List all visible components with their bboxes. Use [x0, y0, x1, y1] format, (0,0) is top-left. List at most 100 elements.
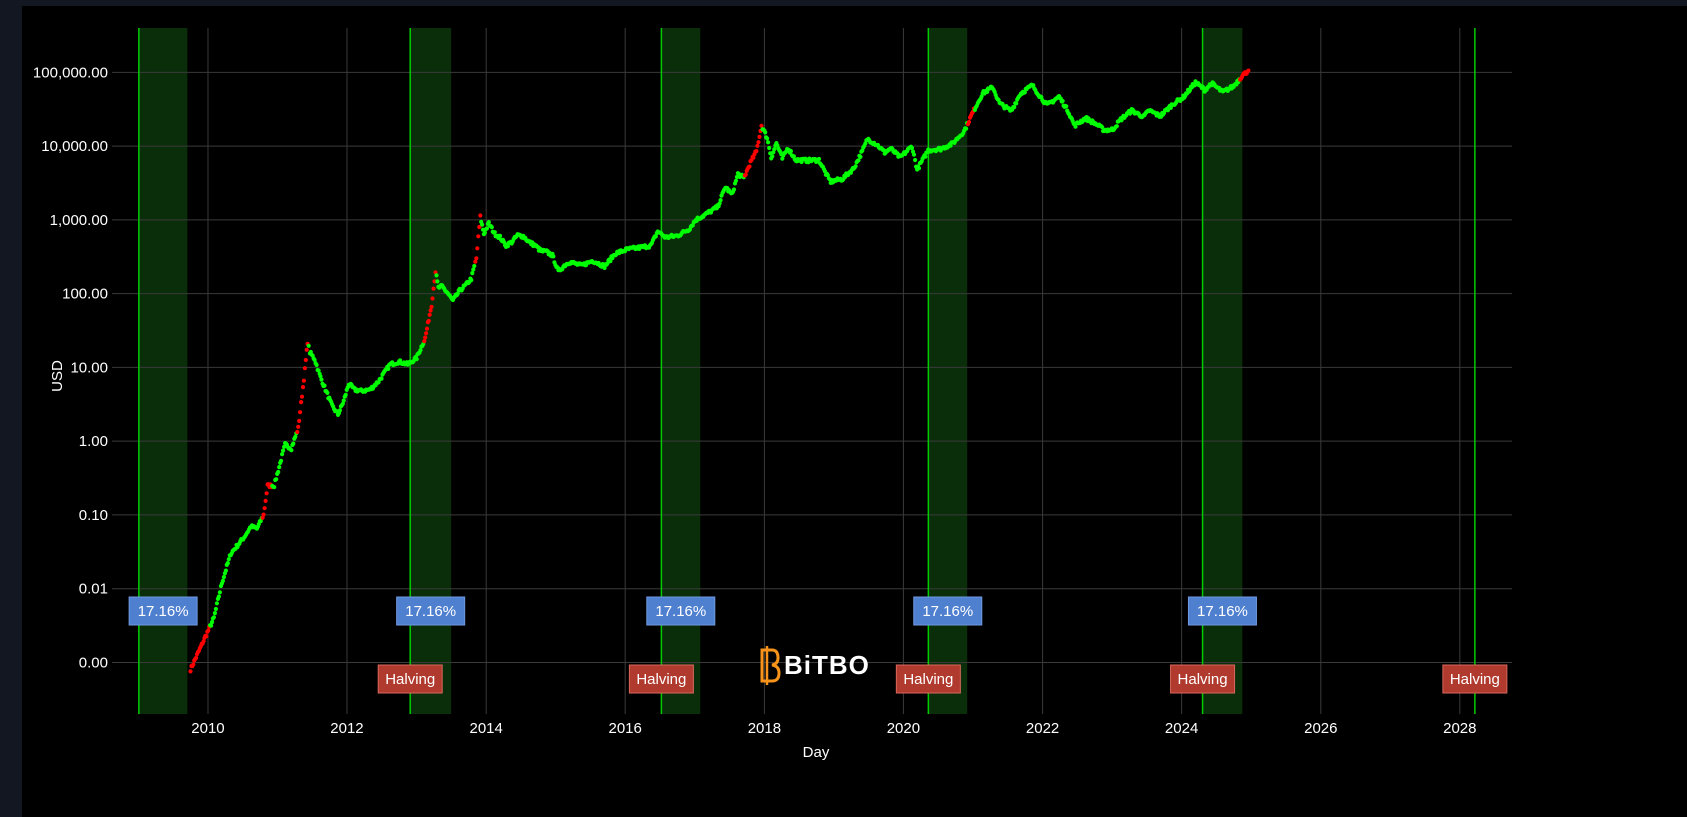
price-point	[909, 145, 915, 151]
price-point	[858, 154, 863, 159]
price-point	[428, 308, 433, 313]
price-point	[948, 143, 953, 148]
price-point	[304, 347, 309, 352]
price-point	[913, 157, 918, 163]
price-point	[213, 606, 218, 612]
price-point	[751, 155, 756, 160]
price-point	[1014, 101, 1019, 106]
price-point	[314, 362, 319, 368]
halving-label: Halving	[1170, 664, 1236, 694]
price-point	[482, 230, 487, 235]
price-point	[318, 374, 323, 379]
price-point	[484, 226, 489, 231]
price-point	[289, 448, 294, 453]
price-point	[480, 222, 485, 227]
price-point	[424, 331, 429, 336]
y-tick-label: 0.10	[79, 507, 108, 524]
price-point	[274, 477, 279, 482]
price-point	[303, 357, 308, 363]
y-axis-title: USD	[49, 360, 66, 392]
price-point	[297, 418, 302, 423]
y-tick-label: 10.00	[70, 359, 108, 376]
price-point	[211, 615, 216, 620]
price-point	[985, 89, 990, 94]
price-point	[212, 611, 217, 616]
price-point	[780, 156, 785, 161]
price-point	[747, 164, 752, 169]
percent-label-box	[913, 596, 983, 626]
price-point	[1060, 98, 1065, 104]
price-point	[217, 590, 222, 595]
x-axis-title: Day	[803, 744, 830, 761]
price-point	[340, 401, 345, 406]
price-point	[221, 575, 226, 580]
price-point	[473, 259, 478, 264]
price-point	[299, 394, 305, 399]
price-point	[1100, 125, 1105, 130]
price-point	[816, 156, 822, 162]
x-tick-label: 2026	[1304, 720, 1337, 737]
price-point	[964, 126, 969, 131]
price-point	[260, 515, 265, 520]
price-point	[379, 376, 384, 381]
price-point	[1246, 68, 1251, 73]
halving-label-text: Halving	[636, 671, 686, 688]
bitbo-logo-icon	[760, 646, 781, 685]
price-point	[734, 174, 740, 180]
price-point	[743, 172, 748, 177]
price-point	[757, 134, 762, 139]
price-point	[418, 348, 423, 353]
price-point	[763, 130, 768, 135]
price-point	[427, 312, 432, 317]
x-tick-label: 2022	[1026, 720, 1059, 737]
price-point	[302, 366, 307, 371]
price-point	[262, 506, 267, 511]
price-point	[733, 178, 739, 183]
price-point	[316, 368, 321, 373]
price-chart: 2010 2012 2014 2016 2018 2020 2022 2024 2026 2028…	[33, 28, 1512, 761]
price-point	[1168, 105, 1173, 110]
percent-label: 17.16%	[396, 596, 466, 626]
x-axis-ticks: 2010 2012 2014 2016 2018 2020 2022 2024 2026 2028	[191, 720, 1476, 737]
halving-label-text: Halving	[385, 671, 435, 688]
price-point	[756, 140, 761, 145]
price-point	[343, 392, 348, 397]
price-point	[319, 377, 324, 382]
price-point	[505, 244, 510, 249]
price-point	[853, 164, 858, 169]
price-point	[979, 94, 984, 99]
halving-lines	[138, 28, 1476, 714]
price-points	[188, 68, 1251, 674]
price-point	[214, 601, 219, 606]
halving-label-box	[628, 664, 694, 694]
price-point	[225, 561, 230, 566]
price-point	[1022, 90, 1027, 95]
price-point	[475, 246, 480, 251]
price-point	[788, 149, 794, 154]
price-point	[430, 296, 435, 301]
price-point	[1031, 83, 1036, 88]
price-point	[325, 390, 330, 395]
price-point	[469, 278, 474, 283]
price-point	[435, 279, 440, 284]
price-point	[455, 291, 460, 296]
y-tick-label: 0.01	[79, 581, 108, 598]
price-point	[279, 458, 284, 463]
x-tick-label: 2010	[191, 720, 224, 737]
price-point	[341, 398, 346, 403]
price-point	[422, 339, 427, 344]
price-point	[188, 669, 193, 674]
price-point	[209, 623, 214, 628]
price-point	[791, 154, 797, 159]
price-point	[501, 239, 507, 245]
halving-label-box	[1170, 664, 1236, 694]
halving-labels: Halving Halving Halving Halving Halving	[377, 664, 1508, 694]
price-point	[226, 557, 231, 562]
percent-label-text: 17.16%	[922, 603, 973, 620]
halving-label: Halving	[377, 664, 443, 694]
price-point	[767, 145, 772, 151]
price-point	[489, 225, 494, 230]
percent-label-text: 17.16%	[655, 603, 706, 620]
price-point	[322, 383, 327, 388]
price-point	[478, 213, 483, 218]
